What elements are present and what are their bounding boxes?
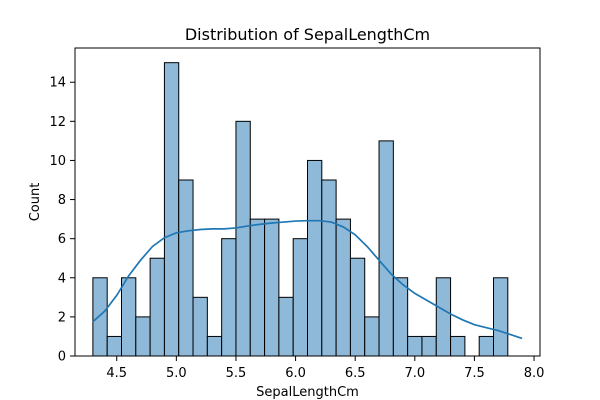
histogram-bar (421, 335, 437, 357)
y-tick-label: 12 (49, 115, 66, 130)
histogram-bar (321, 179, 337, 357)
histogram-bar (249, 218, 266, 357)
x-tick-label: 6.0 (285, 366, 306, 381)
histogram-bar (278, 296, 294, 357)
histogram-bar (92, 277, 108, 357)
y-tick-label: 6 (58, 232, 66, 247)
x-tick-label: 5.5 (226, 366, 247, 381)
histogram-bar (435, 277, 452, 357)
x-tick-label: 8.0 (524, 366, 545, 381)
histogram-bar (378, 140, 394, 357)
x-axis: 4.5 5.0 5.5 6.0 6.5 7.0 7.5 8.0 (106, 356, 544, 381)
x-tick-label: 7.0 (404, 366, 425, 381)
histogram-bar (149, 257, 165, 357)
histogram-bar (135, 316, 151, 357)
histogram-bar (450, 335, 466, 357)
y-tick-label: 2 (58, 310, 66, 325)
histogram-bar (235, 120, 251, 357)
x-axis-label: SepalLengthCm (256, 385, 359, 400)
y-tick-label: 8 (58, 193, 66, 208)
bars-layer (92, 62, 509, 357)
y-axis: 0 2 4 6 8 10 12 14 (49, 76, 75, 365)
chart-title: Distribution of SepalLengthCm (185, 25, 430, 44)
histogram-bar (221, 238, 237, 357)
y-tick-label: 4 (58, 271, 66, 286)
y-tick-label: 10 (49, 154, 66, 169)
x-tick-label: 5.0 (166, 366, 187, 381)
histogram-bar (192, 296, 208, 357)
histogram-bar (206, 335, 223, 357)
histogram-bar (335, 218, 351, 357)
histogram-bar (292, 238, 309, 357)
histogram-bar (478, 335, 495, 357)
histogram-bar (307, 159, 323, 357)
kde-line (92, 219, 523, 340)
y-axis-label: Count (28, 183, 43, 222)
y-tick-label: 14 (49, 76, 66, 91)
histogram-bar (392, 277, 409, 357)
histogram-bar (106, 335, 123, 357)
x-tick-label: 7.5 (464, 366, 485, 381)
histogram-bar (407, 335, 423, 357)
y-tick-label: 0 (58, 350, 66, 365)
histogram-bar (264, 218, 280, 357)
x-tick-label: 6.5 (345, 366, 366, 381)
histogram-bar (121, 277, 137, 357)
histogram-bar (178, 179, 194, 357)
histogram-bar (364, 316, 380, 357)
plot-frame (74, 47, 541, 357)
histogram-bar (493, 277, 509, 357)
histogram-bar (349, 257, 366, 357)
x-tick-label: 4.5 (106, 366, 127, 381)
histogram-bar (163, 62, 180, 357)
